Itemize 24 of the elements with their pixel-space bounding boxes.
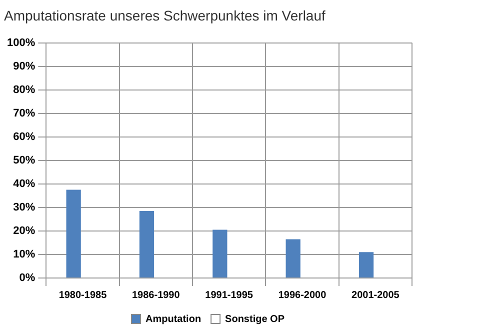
y-tick-label: 50% bbox=[13, 154, 36, 166]
bar bbox=[358, 252, 374, 278]
y-tick-label: 20% bbox=[13, 224, 36, 237]
x-tick-label: 1986-1990 bbox=[132, 290, 180, 301]
x-tick-label: 1991-1995 bbox=[205, 290, 254, 301]
y-tick-label: 70% bbox=[13, 107, 36, 120]
x-tick-label: 2001-2005 bbox=[352, 290, 400, 301]
y-tick-label: 40% bbox=[13, 178, 36, 190]
chart-title: Amputationsrate unseres Schwerpunktes im Verlauf bbox=[4, 7, 326, 24]
y-tick-label: 80% bbox=[13, 84, 36, 96]
y-tick-label: 100% bbox=[6, 36, 36, 49]
y-tick-label: 30% bbox=[13, 201, 36, 214]
y-tick-label: 0% bbox=[19, 272, 36, 284]
x-tick-label: 1996-2000 bbox=[278, 290, 327, 301]
bar bbox=[66, 190, 81, 278]
bar bbox=[139, 210, 154, 278]
bar bbox=[286, 239, 300, 278]
y-tick-label: 90% bbox=[13, 60, 36, 72]
y-tick-label: 10% bbox=[13, 248, 36, 261]
y-tick-label: 60% bbox=[13, 130, 36, 143]
legend-label: Amputation bbox=[146, 314, 202, 325]
bar bbox=[212, 230, 228, 278]
x-tick-label: 1980-1985 bbox=[58, 290, 108, 301]
legend-label: Sonstige OP bbox=[225, 314, 285, 325]
